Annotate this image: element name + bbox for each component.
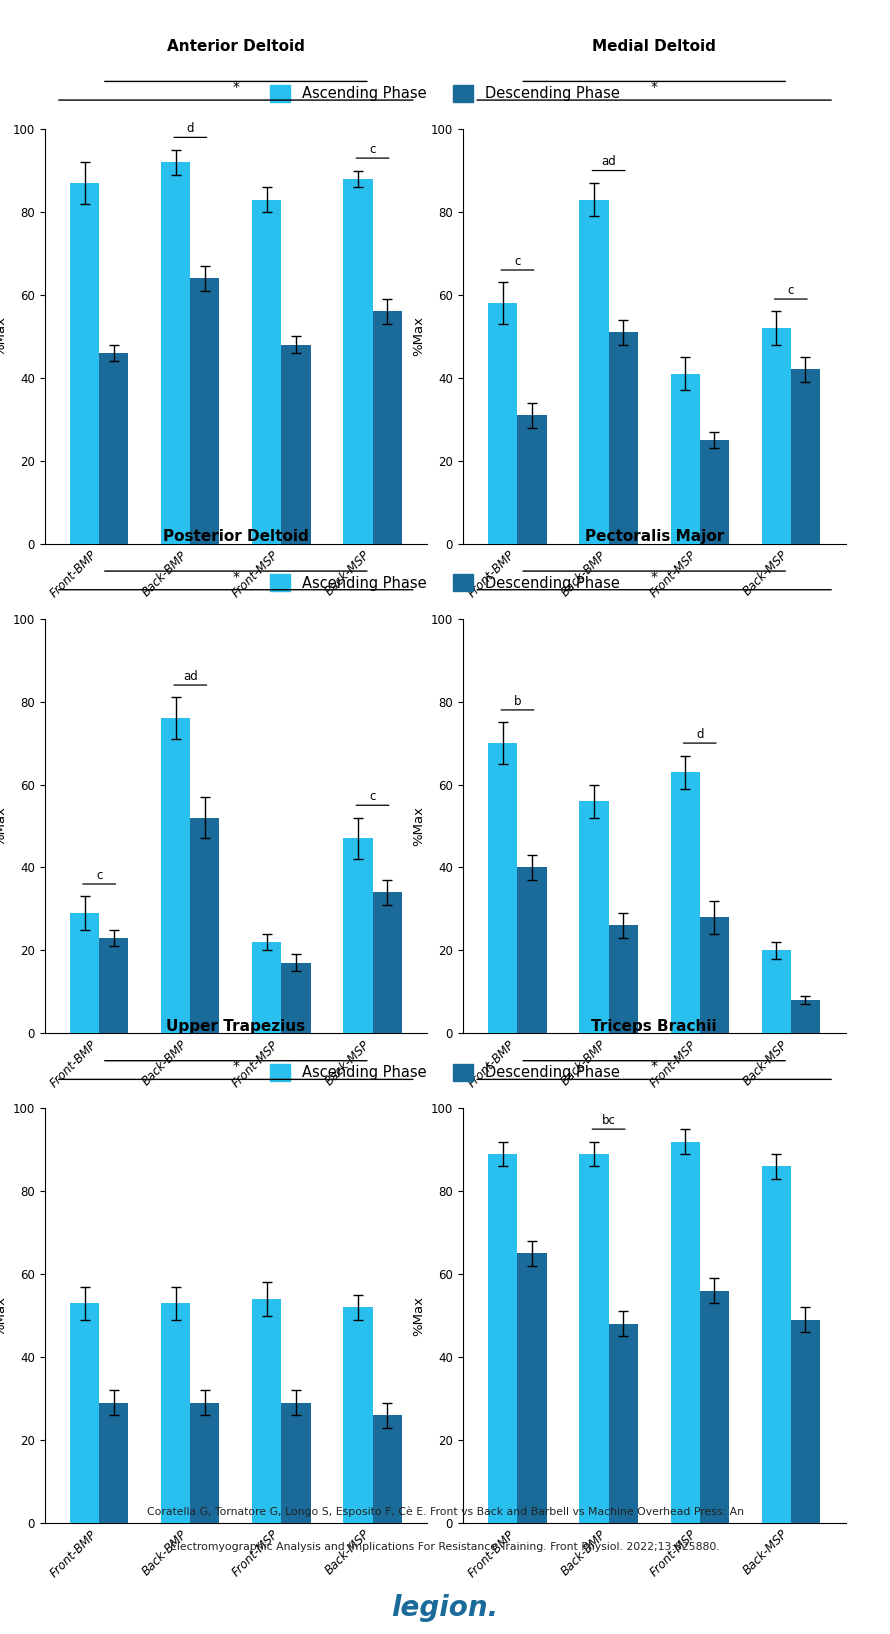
Text: d: d — [696, 729, 703, 740]
Text: Pectoralis Major: Pectoralis Major — [585, 529, 724, 544]
Text: Upper Trapezius: Upper Trapezius — [166, 1018, 305, 1034]
Bar — [190, 278, 220, 544]
Text: MUSCLE ACTIVATION DURING DIFFERENT OVERHEAD PRESS VARIATIONS: MUSCLE ACTIVATION DURING DIFFERENT OVERH… — [92, 23, 798, 42]
Bar — [762, 1167, 791, 1523]
Bar — [670, 1142, 700, 1523]
Bar — [517, 868, 546, 1033]
Bar — [700, 1291, 729, 1523]
Text: Coratella G, Tornatore G, Longo S, Esposito F, Cè E. Front vs Back and Barbell v: Coratella G, Tornatore G, Longo S, Espos… — [147, 1507, 743, 1516]
Text: Medial Deltoid: Medial Deltoid — [592, 39, 716, 54]
Bar — [99, 1402, 128, 1523]
Bar — [70, 1304, 99, 1523]
Bar — [489, 743, 517, 1033]
Bar — [252, 1299, 281, 1523]
Y-axis label: %Max: %Max — [0, 1296, 7, 1335]
Bar — [161, 1304, 190, 1523]
Bar — [344, 178, 373, 544]
Text: Electromyographic Analysis and Implications For Resistance Training. Front Physi: Electromyographic Analysis and Implicati… — [170, 1542, 720, 1552]
Legend: Ascending Phase, Descending Phase: Ascending Phase, Descending Phase — [270, 1064, 620, 1080]
Bar — [344, 838, 373, 1033]
Bar — [161, 719, 190, 1033]
Bar — [489, 1154, 517, 1523]
Text: Anterior Deltoid: Anterior Deltoid — [167, 39, 304, 54]
Text: *: * — [651, 80, 658, 93]
Bar — [579, 801, 609, 1033]
Bar — [762, 328, 791, 544]
Y-axis label: %Max: %Max — [0, 806, 7, 846]
Y-axis label: %Max: %Max — [412, 1296, 425, 1335]
Bar — [281, 1402, 311, 1523]
Legend: Ascending Phase, Descending Phase: Ascending Phase, Descending Phase — [270, 575, 620, 592]
Text: *: * — [232, 80, 239, 93]
Bar — [99, 938, 128, 1033]
Y-axis label: %Max: %Max — [0, 317, 7, 356]
Bar — [762, 951, 791, 1033]
Y-axis label: %Max: %Max — [412, 317, 425, 356]
Bar — [70, 913, 99, 1033]
Bar — [670, 773, 700, 1033]
Text: Triceps Brachii: Triceps Brachii — [591, 1018, 717, 1034]
Bar — [373, 892, 401, 1033]
Bar — [791, 369, 820, 544]
Text: legion.: legion. — [392, 1593, 498, 1623]
Bar — [791, 1000, 820, 1033]
Bar — [281, 962, 311, 1033]
Text: d: d — [187, 123, 194, 136]
Bar — [190, 1402, 220, 1523]
Bar — [489, 304, 517, 544]
Bar — [609, 925, 638, 1033]
Text: ad: ad — [602, 155, 616, 168]
Text: bc: bc — [602, 1114, 616, 1127]
Text: *: * — [651, 1059, 658, 1074]
Text: c: c — [788, 284, 794, 297]
Bar — [190, 817, 220, 1033]
Y-axis label: %Max: %Max — [412, 806, 425, 846]
Text: c: c — [514, 255, 521, 268]
Text: c: c — [369, 144, 376, 155]
Bar — [700, 917, 729, 1033]
Text: *: * — [651, 570, 658, 583]
Text: c: c — [369, 791, 376, 804]
Bar — [670, 374, 700, 544]
Bar — [252, 943, 281, 1033]
Bar — [579, 1154, 609, 1523]
Bar — [517, 1253, 546, 1523]
Text: *: * — [232, 570, 239, 583]
Text: ad: ad — [183, 670, 198, 683]
Bar — [344, 1307, 373, 1523]
Text: Posterior Deltoid: Posterior Deltoid — [163, 529, 309, 544]
Bar — [70, 183, 99, 544]
Bar — [161, 162, 190, 544]
Text: b: b — [514, 694, 522, 708]
Bar — [281, 345, 311, 544]
Bar — [700, 440, 729, 544]
Text: c: c — [96, 869, 102, 882]
Bar — [373, 1415, 401, 1523]
Bar — [373, 312, 401, 544]
Bar — [99, 353, 128, 544]
Text: *: * — [232, 1059, 239, 1074]
Bar — [252, 199, 281, 544]
Bar — [579, 199, 609, 544]
Legend: Ascending Phase, Descending Phase: Ascending Phase, Descending Phase — [270, 85, 620, 101]
Bar — [609, 332, 638, 544]
Bar — [517, 415, 546, 544]
Bar — [609, 1324, 638, 1523]
Bar — [791, 1320, 820, 1523]
